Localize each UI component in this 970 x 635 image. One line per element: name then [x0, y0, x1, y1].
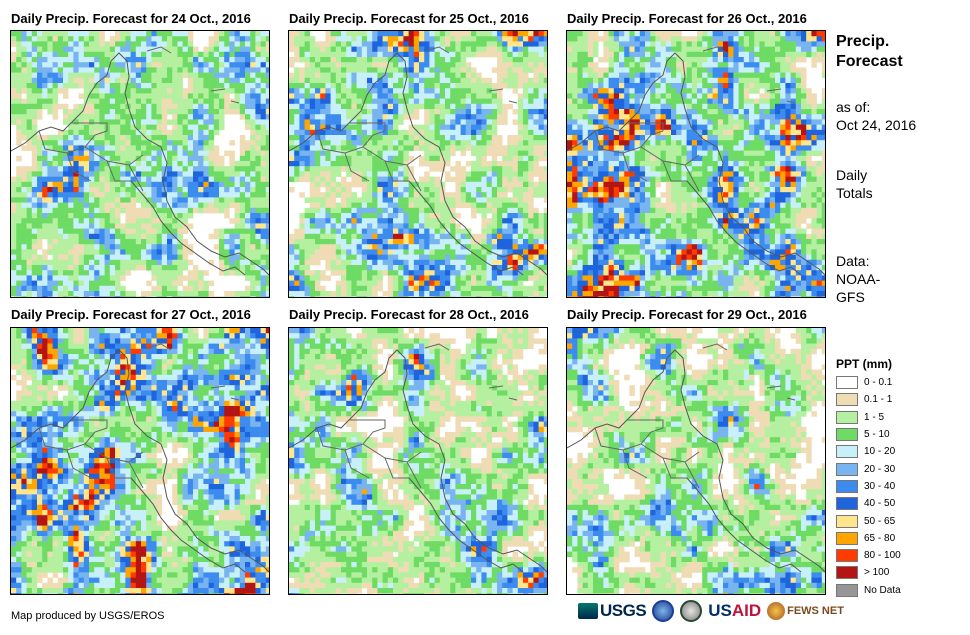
data-source-line1: Data:	[836, 253, 870, 269]
usgs-logo: USGS	[578, 601, 647, 621]
legend-item: 80 - 100	[836, 547, 901, 564]
credit-text: Map produced by USGS/EROS	[11, 610, 165, 622]
map-panel-2	[288, 30, 548, 298]
panel-title-5: Daily Precip. Forecast for 28 Oct., 2016	[289, 307, 529, 322]
coastline-path	[424, 46, 518, 104]
coastline-path	[146, 46, 240, 104]
coastline-path	[130, 477, 246, 573]
as-of-block: as of: Oct 24, 2016	[836, 98, 916, 134]
panel-title-1: Daily Precip. Forecast for 24 Oct., 2016	[11, 11, 251, 26]
legend-item: 0.1 - 1	[836, 391, 901, 408]
legend-swatch	[836, 549, 858, 563]
legend-label: 40 - 50	[864, 498, 896, 510]
coastline-path	[408, 180, 524, 276]
legend-swatch	[836, 583, 858, 597]
legend-label: 10 - 20	[864, 446, 896, 458]
coastline-path	[38, 419, 144, 489]
totals-line1: Daily	[836, 167, 868, 183]
legend-item: 0 - 0.1	[836, 374, 901, 391]
precip-map-svg	[11, 31, 269, 297]
coastline-path	[316, 122, 422, 192]
legend-label: 65 - 80	[864, 532, 896, 544]
data-source-block: Data: NOAA- GFS	[836, 252, 880, 306]
side-title-line1: Precip.	[836, 33, 890, 50]
coastline-path	[702, 343, 796, 401]
legend-item: 1 - 5	[836, 409, 901, 426]
precip-map-svg	[289, 328, 547, 594]
legend-swatch	[836, 462, 858, 476]
coastline-path	[424, 343, 518, 401]
panel-title-4: Daily Precip. Forecast for 27 Oct., 2016	[11, 307, 251, 322]
precip-map-svg	[567, 328, 825, 594]
map-panel-4	[10, 327, 270, 595]
legend-swatch	[836, 393, 858, 407]
legend-label: 0.1 - 1	[864, 394, 893, 406]
legend-swatch	[836, 479, 858, 493]
precip-map-svg	[567, 31, 825, 297]
legend-item: 5 - 10	[836, 426, 901, 443]
coastline-path	[130, 180, 246, 276]
coastline-path	[594, 419, 700, 489]
legend-label: 80 - 100	[864, 550, 901, 562]
legend-item: 10 - 20	[836, 443, 901, 460]
panel-title-2: Daily Precip. Forecast for 25 Oct., 2016	[289, 11, 529, 26]
coastline-path	[686, 477, 802, 573]
legend-swatch	[836, 376, 858, 390]
panel-title-3: Daily Precip. Forecast for 26 Oct., 2016	[567, 11, 807, 26]
map-panel-1	[10, 30, 270, 298]
legend-label: 20 - 30	[864, 463, 896, 475]
legend-label: No Data	[864, 584, 901, 596]
legend-item: 40 - 50	[836, 495, 901, 512]
legend-swatch	[836, 497, 858, 511]
fews-globe-icon	[767, 602, 786, 620]
legend-label: 5 - 10	[864, 429, 890, 441]
noaa-logo-icon	[652, 600, 675, 622]
usgs-wave-icon	[578, 603, 598, 619]
legend-item: 20 - 30	[836, 460, 901, 477]
precip-map-svg	[11, 328, 269, 594]
side-title: Precip. Forecast	[836, 32, 903, 72]
nasa-seal-icon	[680, 600, 703, 622]
legend-swatch	[836, 514, 858, 528]
totals-block: Daily Totals	[836, 166, 873, 202]
legend-swatch	[836, 566, 858, 580]
data-source-line2: NOAA-	[836, 271, 881, 287]
coastline-path	[38, 122, 144, 192]
coastline-path	[686, 180, 802, 276]
legend-label: > 100	[864, 567, 890, 579]
legend-label: 50 - 65	[864, 515, 896, 527]
panel-title-6: Daily Precip. Forecast for 29 Oct., 2016	[567, 307, 807, 322]
coastline-path	[702, 46, 796, 104]
data-source-line3: GFS	[836, 289, 865, 305]
legend-swatch	[836, 410, 858, 424]
map-panel-5	[288, 327, 548, 595]
legend-swatch	[836, 531, 858, 545]
legend-item: 65 - 80	[836, 530, 901, 547]
coastline-path	[408, 477, 524, 573]
as-of-date: Oct 24, 2016	[836, 117, 917, 133]
legend-item: 50 - 65	[836, 512, 901, 529]
legend-label: 1 - 5	[864, 411, 885, 423]
fews-net-logo: FEWS NET	[767, 602, 844, 620]
legend-item: > 100	[836, 564, 901, 581]
usaid-logo: USAID	[708, 601, 762, 620]
legend-label: 0 - 0.1	[864, 377, 893, 389]
legend-swatch	[836, 445, 858, 459]
legend-swatch	[836, 428, 858, 442]
coastline-path	[316, 419, 422, 489]
map-panel-6	[566, 327, 826, 595]
legend-item: No Data	[836, 582, 901, 599]
side-title-line2: Forecast	[836, 53, 903, 70]
legend-title: PPT (mm)	[836, 357, 893, 371]
totals-line2: Totals	[836, 185, 873, 201]
precip-map-svg	[289, 31, 547, 297]
coastline-path	[594, 122, 700, 192]
coastline-path	[146, 343, 240, 401]
map-panel-3	[566, 30, 826, 298]
as-of-label: as of:	[836, 99, 871, 115]
legend-item: 30 - 40	[836, 478, 901, 495]
legend-label: 30 - 40	[864, 480, 896, 492]
legend: PPT (mm) 0 - 0.1 0.1 - 1 1 - 5 5 - 10 10 - 2…	[836, 357, 901, 599]
logos: USGS USAID FEWS NET	[578, 600, 844, 622]
